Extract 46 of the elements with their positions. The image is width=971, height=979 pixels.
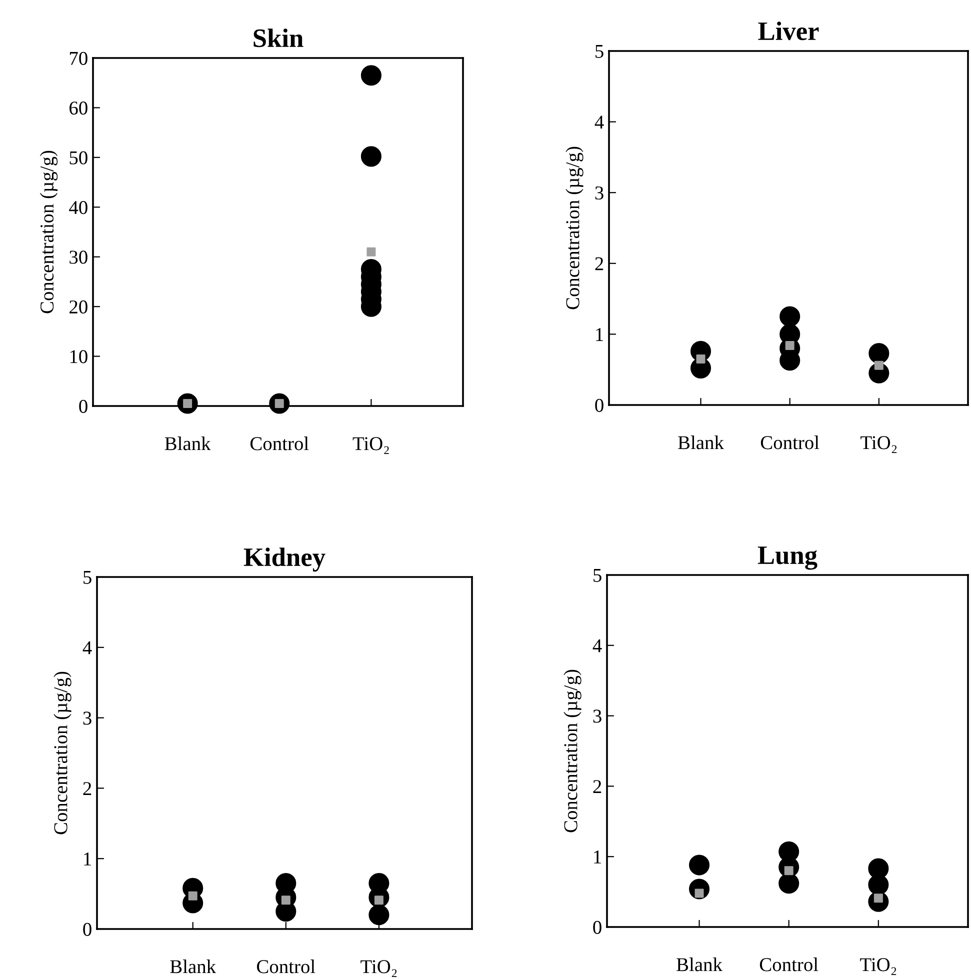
y-tick-label: 2 [83, 782, 92, 795]
x-tick-label: TiO₂ [352, 437, 389, 454]
x-tick-label: TiO₂ [860, 436, 897, 454]
y-tick-label: 5 [84, 571, 92, 584]
y-tick-label: 40 [69, 200, 88, 214]
y-axis-title: Concentration (µg/g) [40, 150, 58, 314]
y-axis-title: Concentration (µg/g) [54, 672, 72, 834]
y-tick-label: 1 [596, 328, 603, 341]
x-tick-label: Control [250, 436, 309, 450]
y-tick-label: 70 [70, 52, 88, 65]
y-axis-title: Concentration (µg/g) [566, 146, 584, 310]
chart-title: Skin [254, 28, 304, 48]
y-tick-label: 0 [83, 922, 92, 936]
y-tick-label: 4 [594, 116, 604, 129]
y-tick-label: 5 [596, 45, 604, 58]
y-tick-label: 1 [84, 852, 91, 866]
y-tick-label: 0 [593, 920, 602, 934]
y-tick-label: 3 [593, 710, 602, 723]
x-tick-label: TiO₂ [360, 960, 397, 978]
chart-title: Kidney [244, 548, 326, 572]
y-tick-label: 10 [70, 350, 88, 364]
x-tick-label: Control [256, 960, 316, 974]
y-tick-label: 2 [595, 257, 604, 270]
y-tick-label: 4 [82, 641, 92, 654]
y-tick-label: 0 [79, 400, 88, 413]
y-tick-label: 1 [594, 850, 601, 864]
x-tick-label: Blank [164, 436, 211, 450]
y-axis-title: Concentration (µg/g) [564, 670, 582, 832]
y-tick-label: 50 [70, 151, 88, 164]
x-tick-label: Control [760, 436, 820, 450]
y-tick-label: 20 [70, 300, 88, 314]
y-tick-label: 60 [70, 102, 88, 115]
y-tick-label: 5 [594, 569, 602, 582]
chart-title: Liver [758, 22, 819, 40]
x-tick-label: Blank [678, 436, 724, 450]
y-tick-label: 30 [70, 250, 88, 264]
chart-title: Lung [758, 546, 818, 570]
x-tick-label: Blank [676, 958, 722, 972]
x-tick-label: Control [760, 958, 818, 972]
y-tick-label: 3 [595, 186, 604, 200]
y-tick-label: 0 [595, 398, 604, 412]
x-tick-label: Blank [170, 960, 216, 974]
y-tick-label: 2 [593, 780, 602, 793]
y-tick-label: 4 [592, 639, 602, 652]
y-tick-label: 3 [83, 712, 92, 725]
x-tick-label: TiO₂ [860, 958, 896, 976]
